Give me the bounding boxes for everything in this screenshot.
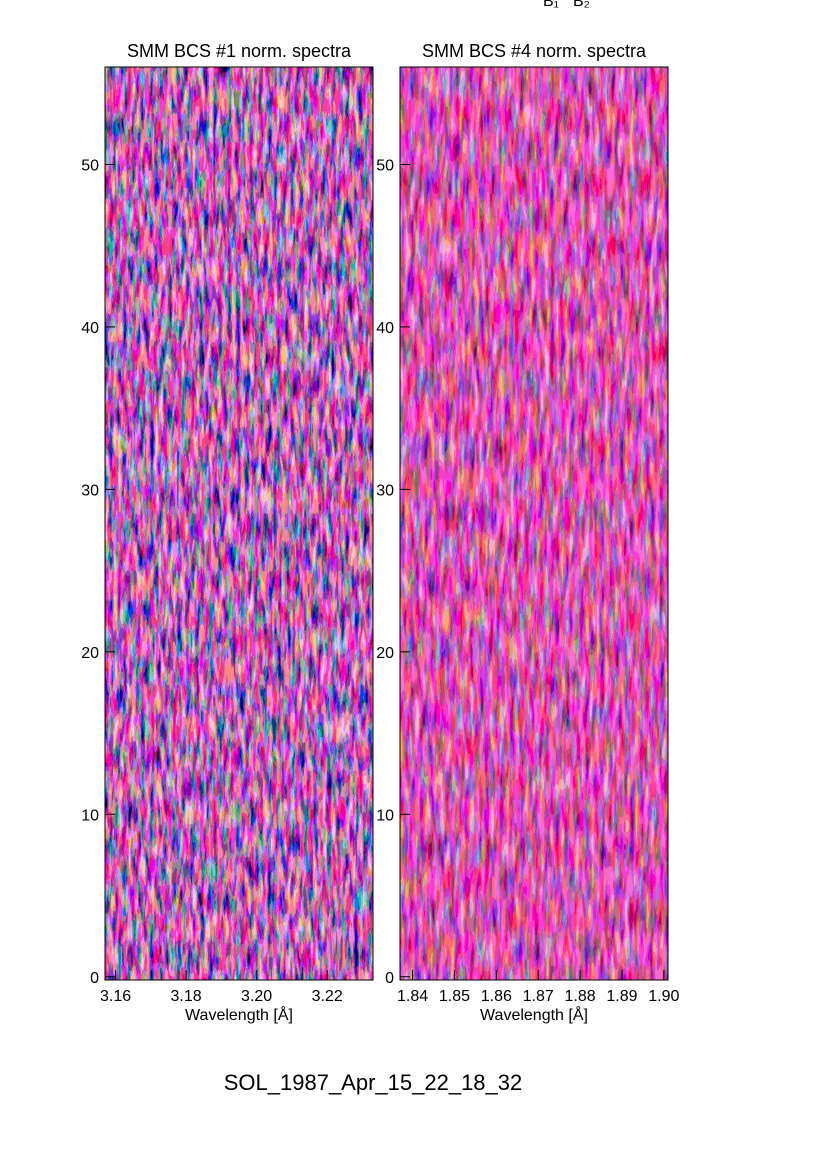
x-tick-label: 1.89 (606, 988, 637, 1005)
plot-frame (104, 66, 374, 981)
x-tick-label: 3.22 (312, 988, 343, 1005)
x-tick-label: 1.84 (397, 988, 428, 1005)
y-tick-label: 0 (90, 970, 99, 987)
y-tick-label: 40 (81, 320, 99, 337)
x-axis-label: Wavelength [Å] (185, 1005, 293, 1024)
panel-title: SMM BCS #1 norm. spectra (127, 41, 352, 61)
x-tick-label: 3.20 (241, 988, 272, 1005)
header-label: B₂ (573, 0, 590, 10)
y-tick-label: 50 (81, 157, 99, 174)
x-tick-label: 1.85 (439, 988, 470, 1005)
y-tick-label: 0 (385, 970, 394, 987)
y-tick-label: 10 (81, 807, 99, 824)
y-tick-label: 50 (376, 157, 394, 174)
y-tick-label: 30 (376, 482, 394, 499)
y-tick-label: 10 (376, 807, 394, 824)
x-tick-label: 3.16 (100, 988, 131, 1005)
footer: SOL_1987_Apr_15_22_18_32 (224, 1070, 523, 1095)
header-label: B₁ (543, 0, 559, 10)
y-tick-label: 20 (81, 645, 99, 662)
x-tick-label: 3.18 (171, 988, 202, 1005)
x-tick-label: 1.87 (523, 988, 554, 1005)
x-tick-label: 1.86 (481, 988, 512, 1005)
y-tick-label: 40 (376, 320, 394, 337)
y-tick-label: 20 (376, 645, 394, 662)
heatmap-image (105, 67, 373, 980)
x-axis-label: Wavelength [Å] (480, 1005, 588, 1024)
x-tick-label: 1.88 (564, 988, 595, 1005)
panel-title: SMM BCS #4 norm. spectra (422, 41, 647, 61)
plot-frame (399, 66, 669, 981)
x-tick-label: 1.90 (648, 988, 679, 1005)
y-tick-label: 30 (81, 482, 99, 499)
heatmap-image (400, 67, 668, 980)
